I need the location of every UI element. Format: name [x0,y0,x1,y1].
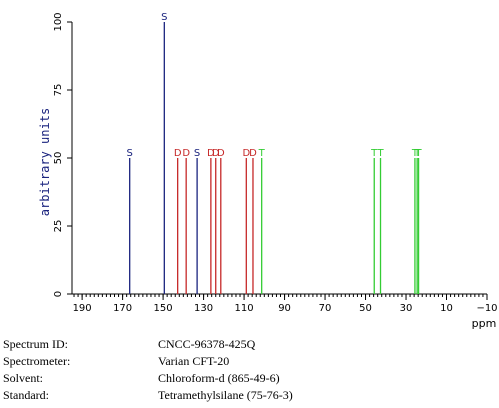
chart-axes: 0 25 50 75 100 arbitrary units 190 170 150 130 110… [38,12,498,330]
peak-label: S [194,148,200,159]
peak-label: T [413,148,421,159]
peak-label: S [127,148,133,159]
peak-label: D [174,148,182,159]
info-value: Chloroform-d (865-49-6) [158,371,280,385]
peak-label: D [212,148,220,159]
y-tick-label: 75 [53,84,64,97]
peak-label: T [370,148,378,159]
peak-label: T [258,148,266,159]
x-tick-label: 70 [319,303,332,314]
y-tick-label: 25 [53,220,64,233]
peak-label: T [376,148,384,159]
x-tick-label: 10 [440,303,453,314]
x-tick-label: 190 [73,303,92,314]
peak-label: T [411,148,419,159]
x-tick-label: 90 [278,303,291,314]
info-value: Tetramethylsilane (75-76-3) [158,388,293,402]
info-label: Spectrometer: [3,354,71,368]
x-tick-label: 110 [235,303,254,314]
spectrum-chart: 0 25 50 75 100 arbitrary units 190 170 150 130 110… [38,12,498,330]
spectrum-info-table: Spectrum ID: CNCC-96378-425Q Spectromete… [0,336,499,404]
peak-label: S [161,12,167,23]
x-tick-label: 30 [400,303,413,314]
y-tick-label: 0 [53,291,64,297]
info-value: Varian CFT-20 [158,354,230,368]
x-tick-label: −10 [476,303,497,314]
y-tick-label: 100 [53,12,64,31]
info-value: CNCC-96378-425Q [158,337,256,351]
y-tick-label: 50 [53,152,64,165]
peak-label: D [207,148,215,159]
x-axis-label: ppm [472,317,497,330]
y-axis-label: arbitrary units [38,108,52,216]
x-tick-label: 50 [359,303,372,314]
info-label: Solvent: [3,371,44,385]
info-label: Standard: [3,388,49,402]
info-row-standard: Standard: Tetramethylsilane (75-76-3) [0,387,499,404]
peak-label: D [242,148,250,159]
info-label: Spectrum ID: [3,337,68,351]
x-tick-label: 170 [113,303,132,314]
peak-label: D [182,148,190,159]
info-row-spectrometer: Spectrometer: Varian CFT-20 [0,353,499,370]
info-row-solvent: Solvent: Chloroform-d (865-49-6) [0,370,499,387]
x-tick-label: 130 [194,303,213,314]
peak-label: T [415,148,423,159]
peak-label: D [217,148,225,159]
peak-label: D [249,148,257,159]
info-row-spectrum-id: Spectrum ID: CNCC-96378-425Q [0,336,499,353]
peak-series: SSD D S DDD DD T T T TTT [127,12,423,294]
x-tick-label: 150 [154,303,173,314]
